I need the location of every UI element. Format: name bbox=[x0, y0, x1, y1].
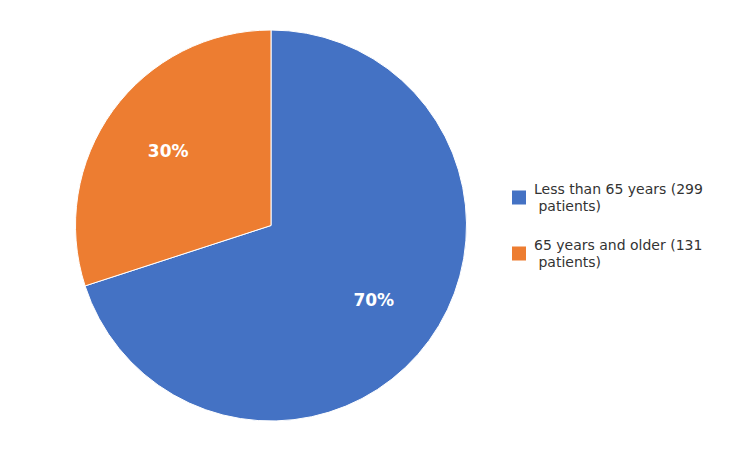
legend-label-line: patients) bbox=[534, 198, 601, 214]
legend-item: Less than 65 years (299 patients) bbox=[512, 181, 703, 214]
data-labels: 70% 30% bbox=[148, 141, 394, 310]
data-label: 30% bbox=[148, 141, 189, 161]
legend: Less than 65 years (299 patients)65 year… bbox=[512, 181, 703, 270]
legend-label-line: Less than 65 years (299 bbox=[534, 181, 703, 197]
legend-swatch bbox=[512, 247, 526, 261]
pie bbox=[75, 30, 466, 421]
data-label: 70% bbox=[353, 290, 394, 310]
pie-slice bbox=[75, 30, 271, 286]
legend-label: Less than 65 years (299 patients) bbox=[534, 181, 703, 214]
chart: 70%30%Less than 65 years (299 patients)6… bbox=[0, 0, 752, 451]
legend-label-line: 65 years and older (131 bbox=[534, 237, 702, 253]
legend-item: 65 years and older (131 patients) bbox=[512, 237, 702, 270]
legend-swatch bbox=[512, 191, 526, 205]
legend-label-line: patients) bbox=[534, 254, 601, 270]
legend-label: 65 years and older (131 patients) bbox=[534, 237, 702, 270]
